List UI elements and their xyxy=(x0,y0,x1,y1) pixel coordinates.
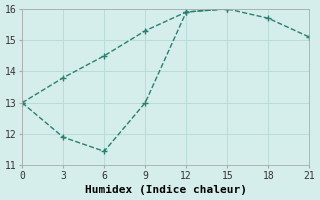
X-axis label: Humidex (Indice chaleur): Humidex (Indice chaleur) xyxy=(85,185,247,195)
